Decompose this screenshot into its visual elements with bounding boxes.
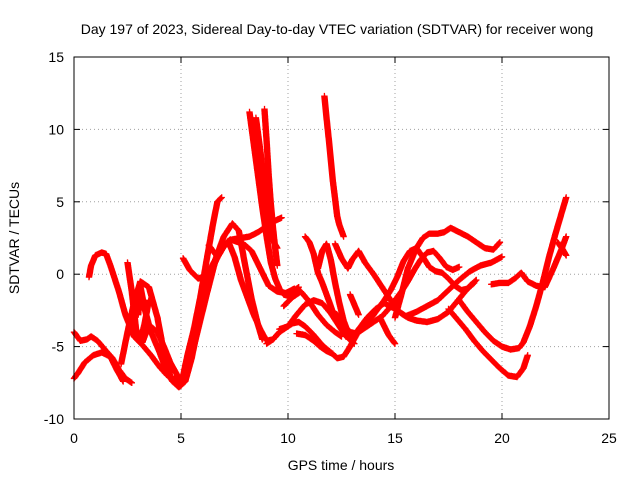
- y-tick-label: -10: [44, 411, 64, 427]
- data-marker-trail: [554, 239, 570, 259]
- series-arc-14: [261, 105, 281, 269]
- series-arc-26: [376, 314, 399, 347]
- series-arc-21: [321, 92, 347, 240]
- tick-label-layer: 0 5 10 15 20 25 -10 -5 0 5 10 15: [44, 49, 617, 446]
- series-arc-12: [246, 108, 302, 300]
- series-arc-08: [171, 194, 225, 389]
- x-tick-label: 15: [387, 430, 403, 446]
- y-axis-label: SDTVAR / TECUs: [6, 182, 22, 294]
- tick-layer: [73, 56, 610, 420]
- data-marker-trail: [261, 105, 281, 269]
- data-layer: [70, 92, 570, 391]
- series-arc-07: [139, 321, 185, 385]
- data-marker-trail: [293, 330, 337, 357]
- data-marker-trail: [280, 288, 345, 340]
- series-arc-28: [456, 194, 570, 353]
- x-tick-label: 25: [601, 430, 617, 446]
- y-tick-label: -5: [52, 339, 65, 355]
- data-marker-trail: [139, 321, 185, 385]
- data-marker-trail: [376, 314, 399, 347]
- x-tick-label: 0: [70, 430, 78, 446]
- x-tick-label: 20: [494, 430, 510, 446]
- x-axis-label: GPS time / hours: [288, 457, 395, 473]
- y-tick-label: 0: [56, 266, 64, 282]
- grid: [74, 57, 609, 419]
- series-arc-27: [391, 224, 504, 321]
- x-tick-label: 5: [177, 430, 185, 446]
- series-arc-29: [445, 305, 531, 381]
- chart-title: Day 197 of 2023, Sidereal Day-to-day VTE…: [81, 21, 594, 37]
- y-tick-label: 10: [48, 121, 64, 137]
- data-marker-trail: [171, 194, 225, 389]
- data-marker-trail: [391, 224, 504, 321]
- series-arc-23: [346, 291, 362, 318]
- plot-frame: [73, 56, 610, 420]
- series-arc-02: [70, 349, 127, 385]
- y-tick-label: 15: [48, 49, 64, 65]
- y-tick-label: 5: [56, 194, 64, 210]
- series-arc-31: [554, 239, 570, 259]
- data-marker-trail: [456, 194, 570, 353]
- x-tick-label: 10: [280, 430, 296, 446]
- data-marker-trail: [321, 92, 347, 240]
- data-marker-trail: [445, 305, 531, 381]
- series-arc-18: [293, 330, 337, 357]
- series-arc-17: [280, 288, 345, 340]
- data-marker-trail: [70, 349, 127, 385]
- data-marker-trail: [346, 291, 362, 318]
- data-marker-trail: [246, 108, 302, 300]
